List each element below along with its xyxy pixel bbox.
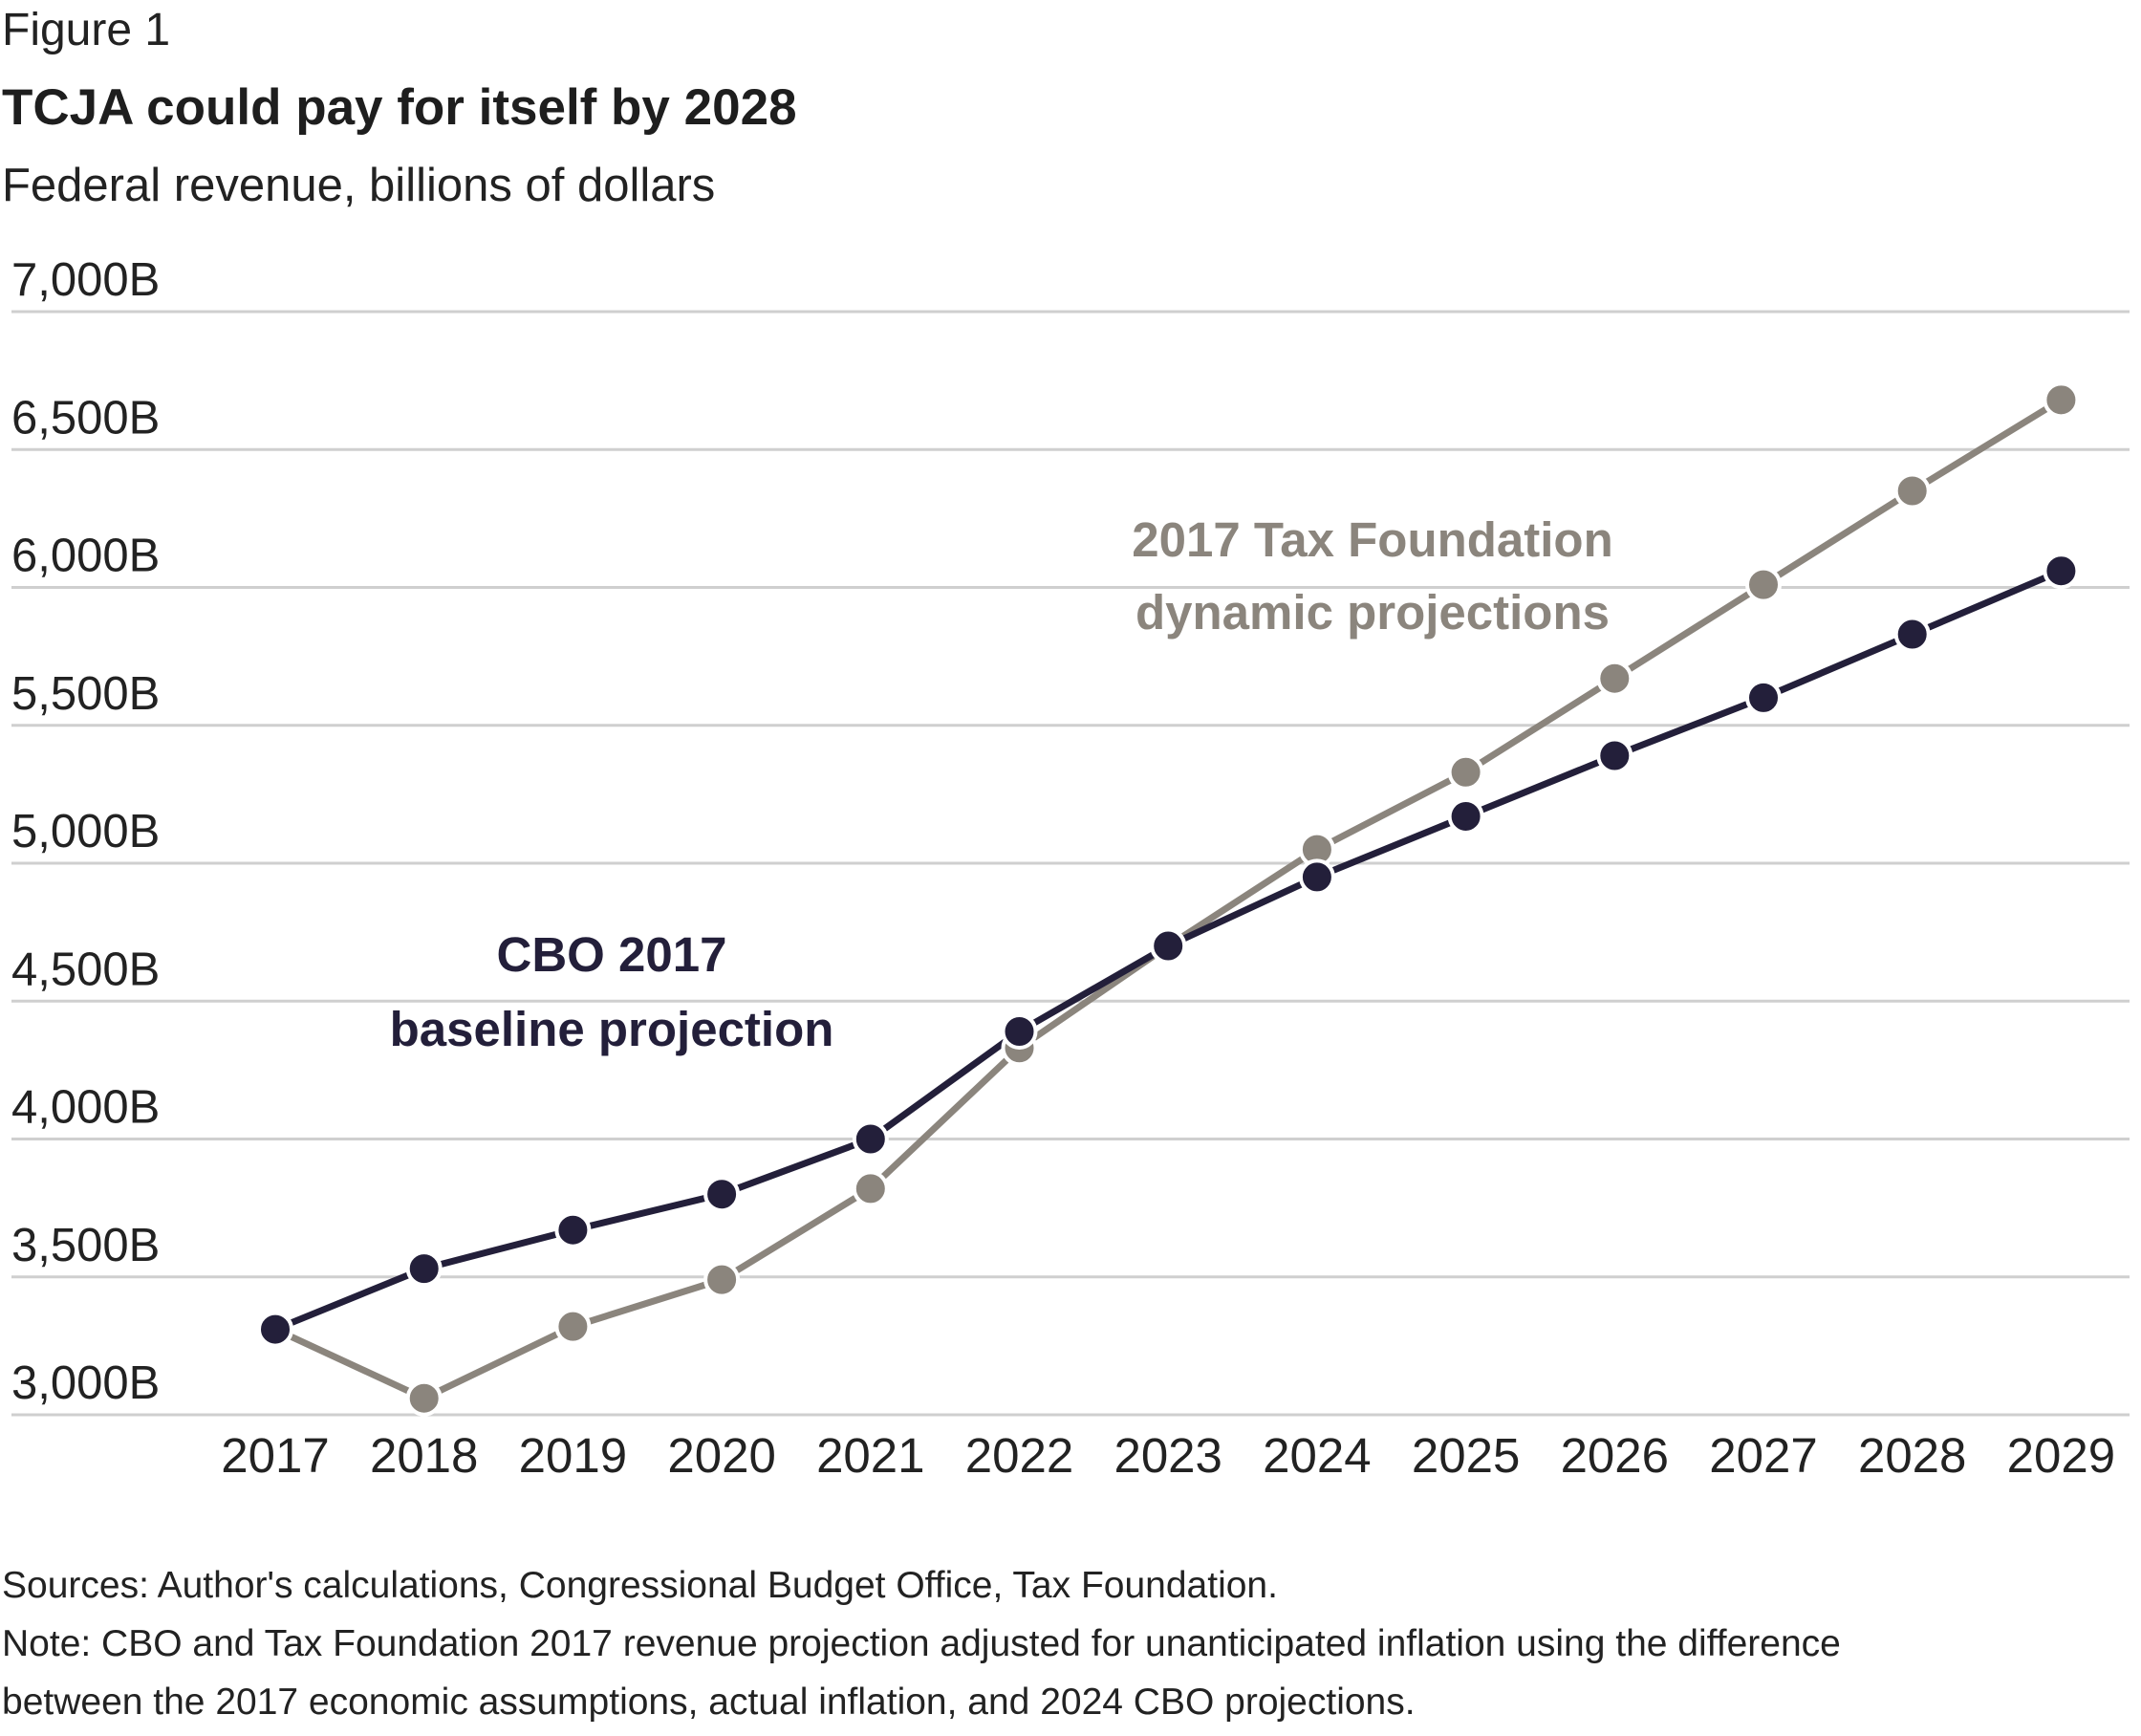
x-tick-label: 2022: [965, 1428, 1073, 1483]
data-point: [1447, 753, 1484, 791]
y-tick-label: 4,500B: [11, 944, 160, 995]
line-chart: 3,000B 3,500B 4,000B 4,500B 5,000B 5,500B 6,00…: [11, 254, 2130, 1483]
data-point: [703, 1261, 741, 1298]
x-tick-label: 2023: [1114, 1428, 1222, 1483]
x-tick-label: 2026: [1561, 1428, 1669, 1483]
data-point: [405, 1250, 443, 1288]
note-line-continued: between the 2017 economic assumptions, a…: [2, 1682, 1416, 1723]
y-tick-label: 6,000B: [11, 531, 160, 582]
x-tick-label: 2028: [1858, 1428, 1966, 1483]
sources-note: Sources: Author's calculations, Congress…: [2, 1556, 2105, 1731]
figure-label: Figure 1: [2, 5, 171, 55]
y-axis-tick-labels: 3,000B 3,500B 4,000B 4,500B 5,000B 5,500B 6,00…: [11, 254, 160, 1409]
data-point: [852, 1170, 889, 1207]
series-labels: CBO 2017 baseline projection 2017 Tax Foun…: [390, 512, 1613, 1056]
x-tick-label: 2017: [221, 1428, 329, 1483]
x-tick-label: 2018: [370, 1428, 478, 1483]
chart-title: TCJA could pay for itself by 2028: [2, 79, 797, 136]
series-label: CBO 2017: [497, 927, 727, 982]
x-tick-label: 2021: [816, 1428, 924, 1483]
data-point: [2043, 381, 2080, 419]
series-label: baseline projection: [390, 1002, 834, 1056]
data-point: [257, 1311, 293, 1348]
data-point: [1893, 472, 1931, 510]
y-tick-label: 4,000B: [11, 1082, 160, 1134]
y-tick-label: 7,000B: [11, 254, 160, 306]
data-point: [1893, 616, 1931, 653]
chart-subtitle: Federal revenue, billions of dollars: [2, 160, 716, 211]
data-point: [852, 1120, 889, 1158]
x-tick-label: 2029: [2007, 1428, 2115, 1483]
series-label: dynamic projections: [1135, 585, 1610, 640]
data-point: [1745, 679, 1782, 716]
data-point: [554, 1211, 592, 1248]
x-tick-label: 2020: [667, 1428, 775, 1483]
x-tick-label: 2024: [1263, 1428, 1371, 1483]
x-tick-label: 2027: [1709, 1428, 1817, 1483]
data-point: [554, 1308, 592, 1345]
y-tick-label: 3,000B: [11, 1357, 160, 1409]
series-label: 2017 Tax Foundation: [1132, 512, 1612, 567]
data-point: [405, 1379, 443, 1417]
data-point: [1596, 737, 1633, 774]
data-point: [703, 1176, 741, 1213]
y-tick-label: 6,500B: [11, 392, 160, 444]
data-point: [1745, 566, 1782, 603]
data-point: [1001, 1012, 1038, 1050]
y-tick-label: 5,500B: [11, 668, 160, 720]
data-point: [1447, 797, 1484, 835]
x-tick-label: 2019: [519, 1428, 627, 1483]
data-point: [2043, 553, 2080, 590]
y-tick-label: 5,000B: [11, 806, 160, 857]
y-tick-label: 3,500B: [11, 1220, 160, 1271]
gridlines: [11, 310, 2130, 1417]
data-point: [1298, 858, 1335, 896]
series-points: [257, 381, 2080, 1417]
x-axis-tick-labels: 2017 2018 2019 2020 2021 2022 2023 2024 2025 2026…: [221, 1428, 2115, 1483]
x-tick-label: 2025: [1412, 1428, 1520, 1483]
note-line: Note: CBO and Tax Foundation 2017 revenu…: [2, 1623, 1841, 1664]
data-point: [1150, 927, 1187, 965]
sources-line: Sources: Author's calculations, Congress…: [2, 1565, 1278, 1606]
data-point: [1596, 660, 1633, 697]
